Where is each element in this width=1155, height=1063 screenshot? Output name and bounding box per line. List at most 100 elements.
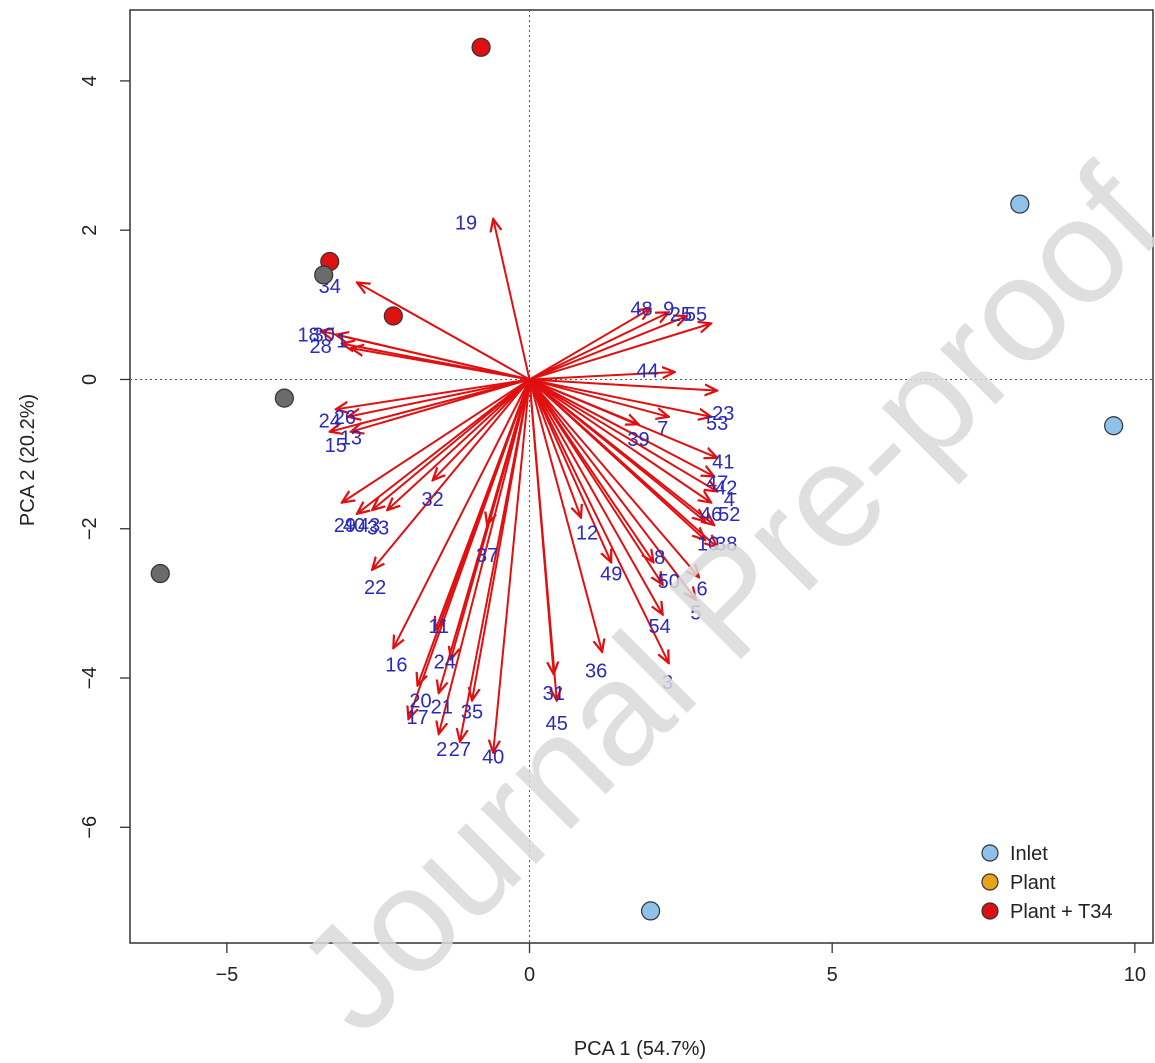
- loading-label: 55: [685, 304, 707, 326]
- loading-label: 28: [310, 336, 332, 358]
- loading-arrow: [528, 378, 699, 577]
- loading-arrow: [493, 379, 531, 752]
- loading-arrow: [357, 282, 531, 381]
- loading-arrow: [439, 379, 531, 692]
- loading-arrow: [529, 309, 651, 381]
- loading-label: 6: [696, 578, 707, 600]
- loading-label: 33: [367, 517, 389, 539]
- loading-label: 29: [334, 515, 356, 537]
- loading-arrow: [528, 379, 557, 700]
- y-tick-label: −2: [79, 517, 101, 540]
- loading-label: 49: [600, 564, 622, 586]
- loading-arrow: [529, 378, 712, 416]
- loading-label: 11: [428, 616, 449, 638]
- loading-label: 24: [434, 652, 456, 674]
- loading-arrow: [528, 379, 603, 651]
- loading-label: 36: [585, 661, 607, 683]
- loading-arrow: [529, 378, 715, 476]
- loading-label: 26: [334, 407, 356, 429]
- loading-arrow: [528, 378, 715, 525]
- sample-point: [383, 306, 403, 326]
- loading-label: 50: [658, 571, 680, 593]
- y-axis-label: PCA 2 (20.2%): [17, 394, 39, 526]
- legend-marker: [981, 902, 999, 920]
- loading-label: 13: [340, 428, 362, 450]
- loading-label: 9: [663, 299, 674, 321]
- loading-arrow: [528, 378, 718, 547]
- loading-label: 37: [476, 545, 498, 567]
- loading-label: 4: [724, 489, 735, 511]
- loading-arrow: [372, 378, 531, 569]
- loading-arrow: [372, 378, 531, 510]
- loading-arrow: [387, 378, 531, 510]
- loading-arrow: [529, 378, 669, 416]
- loading-label: 43: [358, 515, 380, 537]
- loading-label: 27: [449, 739, 471, 761]
- loading-label: 30: [313, 325, 335, 347]
- loading-arrow: [528, 378, 663, 614]
- loading-arrow: [408, 379, 531, 719]
- loading-arrow: [433, 378, 531, 480]
- y-tick-label: −6: [79, 816, 101, 839]
- loading-label: 32: [422, 489, 444, 511]
- loading-arrow: [393, 379, 531, 648]
- loading-label: 41: [712, 452, 734, 474]
- loading-arrow: [336, 335, 530, 381]
- legend-label: Inlet: [1010, 843, 1048, 865]
- loading-label: 39: [627, 429, 649, 451]
- loading-arrow: [342, 378, 531, 502]
- sample-point: [1104, 416, 1124, 436]
- loading-label: 45: [546, 713, 568, 735]
- loading-arrow: [528, 378, 663, 584]
- loading-label: 48: [630, 299, 652, 321]
- loading-arrow: [529, 372, 675, 381]
- x-tick-label: 0: [524, 964, 535, 986]
- loading-arrow: [528, 378, 712, 502]
- plot-frame: [129, 9, 1154, 944]
- sample-point: [150, 563, 170, 584]
- loading-arrow: [439, 379, 531, 734]
- loading-label: 3: [662, 672, 673, 694]
- x-axis-label: PCA 1 (54.7%): [574, 1038, 706, 1060]
- loading-label: 46: [700, 504, 722, 526]
- loading-label: 38: [715, 534, 737, 556]
- loading-label: 42: [715, 478, 737, 500]
- loading-label: 15: [325, 435, 347, 457]
- legend-label: Plant: [1010, 872, 1056, 894]
- y-tick-label: −4: [79, 667, 101, 690]
- loading-label: 40: [482, 746, 504, 768]
- loading-arrow: [348, 378, 530, 416]
- loading-arrow: [528, 378, 696, 599]
- loading-arrow: [460, 379, 531, 741]
- loading-arrow: [351, 378, 530, 431]
- sample-point: [314, 265, 334, 285]
- loading-arrow: [529, 323, 712, 381]
- loading-label: 35: [461, 702, 483, 724]
- loading-label: 53: [706, 413, 728, 435]
- sample-point: [1010, 194, 1030, 214]
- loading-label: 19: [455, 213, 477, 235]
- loading-label: 5: [690, 602, 701, 624]
- loading-label: 23: [712, 403, 734, 425]
- sample-point: [274, 388, 294, 408]
- loading-label: 24: [319, 411, 341, 433]
- loading-label: 44: [636, 361, 658, 383]
- loading-label: 10: [697, 534, 719, 556]
- loading-label: 8: [654, 547, 665, 569]
- loading-label: 21: [431, 696, 453, 718]
- loading-label: 17: [406, 707, 428, 729]
- loading-arrow: [529, 378, 718, 491]
- loading-arrow: [529, 316, 687, 381]
- loading-label: 22: [364, 577, 386, 599]
- x-tick-label: 5: [827, 964, 838, 986]
- loading-arrow: [493, 219, 531, 380]
- loading-arrow: [351, 348, 530, 381]
- loading-arrow: [336, 378, 530, 409]
- loading-label: 25: [670, 304, 692, 326]
- loading-label: 18: [297, 325, 319, 347]
- loading-label: 31: [543, 683, 565, 705]
- loading-arrow: [528, 379, 581, 517]
